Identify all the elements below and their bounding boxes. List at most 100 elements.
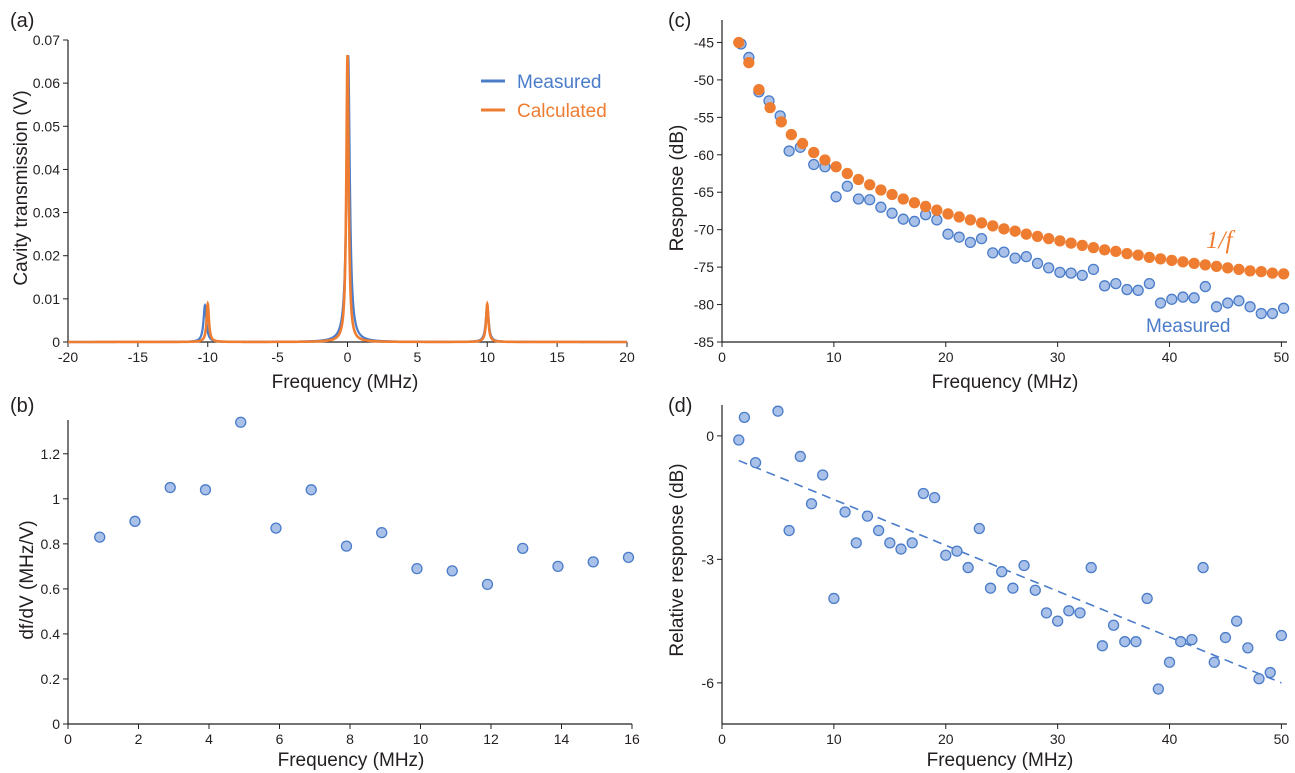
panel-b-x-tick-label: 10 bbox=[413, 731, 429, 747]
data-point bbox=[1063, 605, 1075, 617]
panel-a-y-tick-label: 0.02 bbox=[33, 248, 60, 264]
panel-a-xlabel: Frequency (MHz) bbox=[272, 372, 419, 393]
data-point bbox=[1051, 615, 1064, 627]
data-point-measured bbox=[1065, 267, 1077, 279]
data-point-1-over-f bbox=[964, 214, 977, 226]
data-point bbox=[962, 561, 974, 574]
data-point-measured bbox=[964, 236, 977, 249]
panel-b-y-tick-label: 0.2 bbox=[41, 671, 61, 687]
data-point bbox=[340, 540, 353, 552]
data-point bbox=[1163, 656, 1176, 668]
data-point-measured bbox=[1121, 283, 1133, 296]
panel-d-x-tick-label: 20 bbox=[938, 731, 954, 747]
data-point bbox=[622, 551, 635, 564]
data-point-measured bbox=[1210, 301, 1223, 313]
panel-c-xlabel: Frequency (MHz) bbox=[932, 372, 1079, 393]
data-point-1-over-f bbox=[1222, 262, 1234, 274]
data-point-measured bbox=[931, 214, 943, 226]
data-point bbox=[94, 531, 106, 543]
panel-b-x-tick-label: 4 bbox=[205, 731, 213, 747]
data-point-1-over-f bbox=[919, 200, 932, 213]
data-point bbox=[1141, 592, 1153, 605]
data-point-measured bbox=[808, 158, 820, 171]
data-point-measured bbox=[1177, 291, 1189, 303]
data-point-1-over-f bbox=[1065, 237, 1077, 249]
data-point bbox=[783, 524, 795, 537]
panel-a-y-tick-label: 0.05 bbox=[33, 118, 60, 134]
data-point bbox=[928, 491, 941, 504]
data-point-1-over-f bbox=[733, 36, 745, 49]
data-point bbox=[1096, 640, 1109, 652]
data-point-1-over-f bbox=[743, 57, 755, 69]
panel-c-x-tick-label: 20 bbox=[938, 349, 954, 365]
data-point bbox=[1231, 615, 1243, 627]
panel-a-y-tick-label: 0.01 bbox=[33, 291, 60, 307]
panel-c-x-tick-label: 40 bbox=[1162, 349, 1178, 365]
panel-label-d: (d) bbox=[668, 395, 692, 417]
data-point bbox=[1152, 683, 1164, 695]
panel-a-y-tick-label: 0.06 bbox=[33, 75, 60, 91]
data-point-measured bbox=[1110, 277, 1122, 290]
panel-b-y-tick-label: 0 bbox=[52, 716, 60, 732]
data-point bbox=[850, 537, 862, 549]
data-point-1-over-f bbox=[953, 211, 965, 223]
data-point bbox=[1208, 656, 1220, 668]
data-point-1-over-f bbox=[1188, 257, 1200, 270]
data-point-1-over-f bbox=[819, 154, 831, 166]
data-point bbox=[305, 484, 317, 496]
data-point bbox=[996, 566, 1008, 578]
panel-b-x-tick-label: 6 bbox=[276, 731, 284, 747]
annotation-1-over-f: 1/f bbox=[1206, 227, 1235, 254]
panel-a-x-tick-label: -10 bbox=[198, 349, 218, 365]
data-point bbox=[828, 592, 840, 605]
data-point-measured bbox=[942, 228, 954, 240]
data-point-measured bbox=[1222, 297, 1234, 309]
data-point bbox=[1007, 582, 1019, 594]
panel-a-x-tick-label: 10 bbox=[479, 349, 495, 365]
data-point bbox=[884, 537, 896, 549]
panel-a-x-tick-label: 15 bbox=[549, 349, 565, 365]
data-point bbox=[940, 549, 952, 561]
data-point-measured bbox=[1054, 266, 1066, 279]
data-point bbox=[199, 484, 212, 496]
chart-panel-b: 0 2 4 6 8 10 12 14 16 0 0.2 0.4 0.6 0.8 1 1.2 bbox=[41, 416, 640, 747]
panel-c-y-tick-label: -50 bbox=[694, 72, 714, 88]
panel-a-ylabel: Cavity transmission (V) bbox=[11, 90, 32, 285]
data-point-1-over-f bbox=[1020, 228, 1032, 240]
data-point-1-over-f bbox=[764, 101, 776, 114]
panel-label-a: (a) bbox=[10, 10, 34, 32]
data-point-measured bbox=[1244, 301, 1256, 313]
data-point-1-over-f bbox=[1132, 249, 1144, 261]
data-point-measured bbox=[1255, 307, 1267, 320]
data-point bbox=[805, 498, 818, 510]
data-point bbox=[1040, 607, 1053, 619]
panel-a-y-tick-label: 0.04 bbox=[33, 161, 60, 177]
data-point bbox=[872, 524, 885, 537]
data-point-measured bbox=[830, 191, 842, 203]
data-point-1-over-f bbox=[841, 167, 853, 180]
data-point bbox=[1186, 633, 1198, 646]
panel-b-y-tick-label: 0.8 bbox=[41, 536, 61, 552]
panel-b-y-tick-label: 0.4 bbox=[41, 626, 61, 642]
data-point bbox=[587, 556, 599, 568]
data-point-1-over-f bbox=[1199, 259, 1211, 271]
data-point-measured bbox=[1098, 280, 1111, 292]
panel-b-x-tick-label: 2 bbox=[135, 731, 143, 747]
data-point-measured bbox=[852, 193, 865, 205]
data-point-1-over-f bbox=[1031, 230, 1044, 243]
panel-d-x-tick-label: 40 bbox=[1162, 731, 1178, 747]
data-point-measured bbox=[1277, 302, 1290, 314]
data-point-measured bbox=[1154, 297, 1167, 309]
fit-line bbox=[738, 459, 1282, 684]
data-point-measured bbox=[1143, 277, 1156, 290]
data-point-measured bbox=[1043, 262, 1055, 274]
data-point-1-over-f bbox=[1154, 253, 1167, 265]
data-point bbox=[1253, 673, 1265, 685]
panel-label-c: (c) bbox=[668, 10, 691, 32]
data-point bbox=[1107, 619, 1120, 631]
data-point-measured bbox=[975, 233, 988, 245]
panel-a-x-tick-label: 20 bbox=[619, 349, 635, 365]
data-point bbox=[917, 487, 930, 500]
data-point-measured bbox=[841, 180, 853, 192]
panel-label-b: (b) bbox=[10, 395, 34, 417]
